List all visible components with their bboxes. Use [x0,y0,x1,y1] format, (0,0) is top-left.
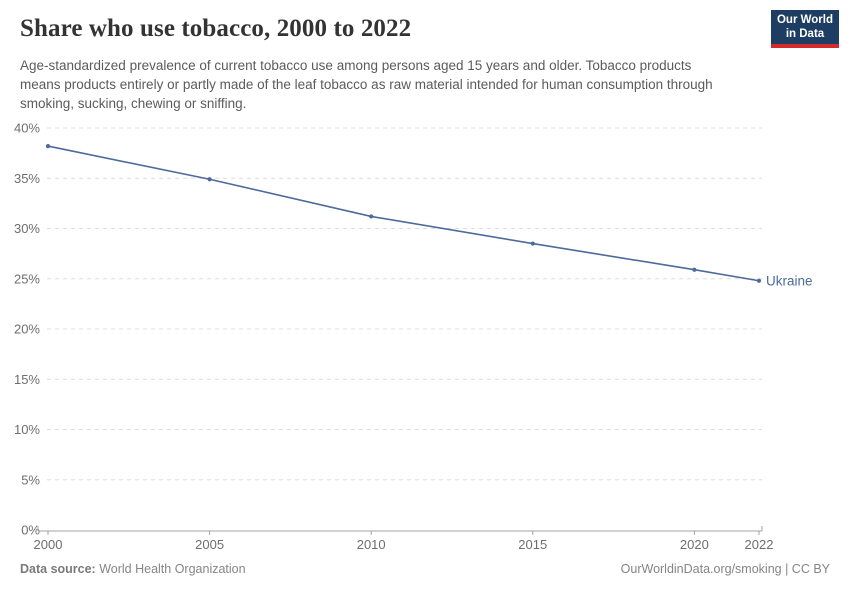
y-axis-tick-label: 20% [14,322,40,337]
y-axis-tick-label: 40% [14,121,40,136]
data-source-label: Data source: [20,562,96,576]
x-axis-tick-label: 2000 [34,537,63,552]
data-source-value: World Health Organization [95,562,246,576]
x-axis-tick-label: 2005 [195,537,224,552]
x-axis-tick-label: 2022 [745,537,774,552]
owid-logo-line2: in Data [785,28,825,40]
data-point[interactable] [692,267,697,272]
data-point[interactable] [756,278,762,283]
y-axis-tick-label: 25% [14,271,40,286]
chart-subtitle: Age-standardized prevalence of current t… [20,58,713,111]
attribution-link[interactable]: OurWorldinData.org/smoking | CC BY [620,562,830,576]
y-axis-tick-label: 0% [21,523,40,538]
data-point[interactable] [45,143,51,149]
x-axis-tick-label: 2020 [680,537,709,552]
y-axis-tick-label: 15% [14,372,40,387]
owid-logo[interactable]: Our World in Data [771,10,839,48]
data-line[interactable] [47,145,760,282]
y-axis-tick-label: 10% [14,422,40,437]
y-axis-tick-label: 30% [14,221,40,236]
page-title: Share who use tobacco, 2000 to 2022 [20,15,412,42]
y-axis-tick-label: 35% [14,171,40,186]
chart-footer: Data source: World Health Organization O… [20,562,830,576]
x-axis-tick-label: 2015 [518,537,547,552]
data-point[interactable] [530,241,535,246]
data-point[interactable] [369,214,374,219]
y-axis-tick-label: 5% [21,472,40,487]
owid-logo-line1: Our World [776,14,833,26]
x-axis-tick-label: 2010 [357,537,386,552]
series-end-label[interactable]: Ukraine [766,273,813,288]
data-point[interactable] [207,177,212,182]
data-source: Data source: World Health Organization [20,562,246,576]
